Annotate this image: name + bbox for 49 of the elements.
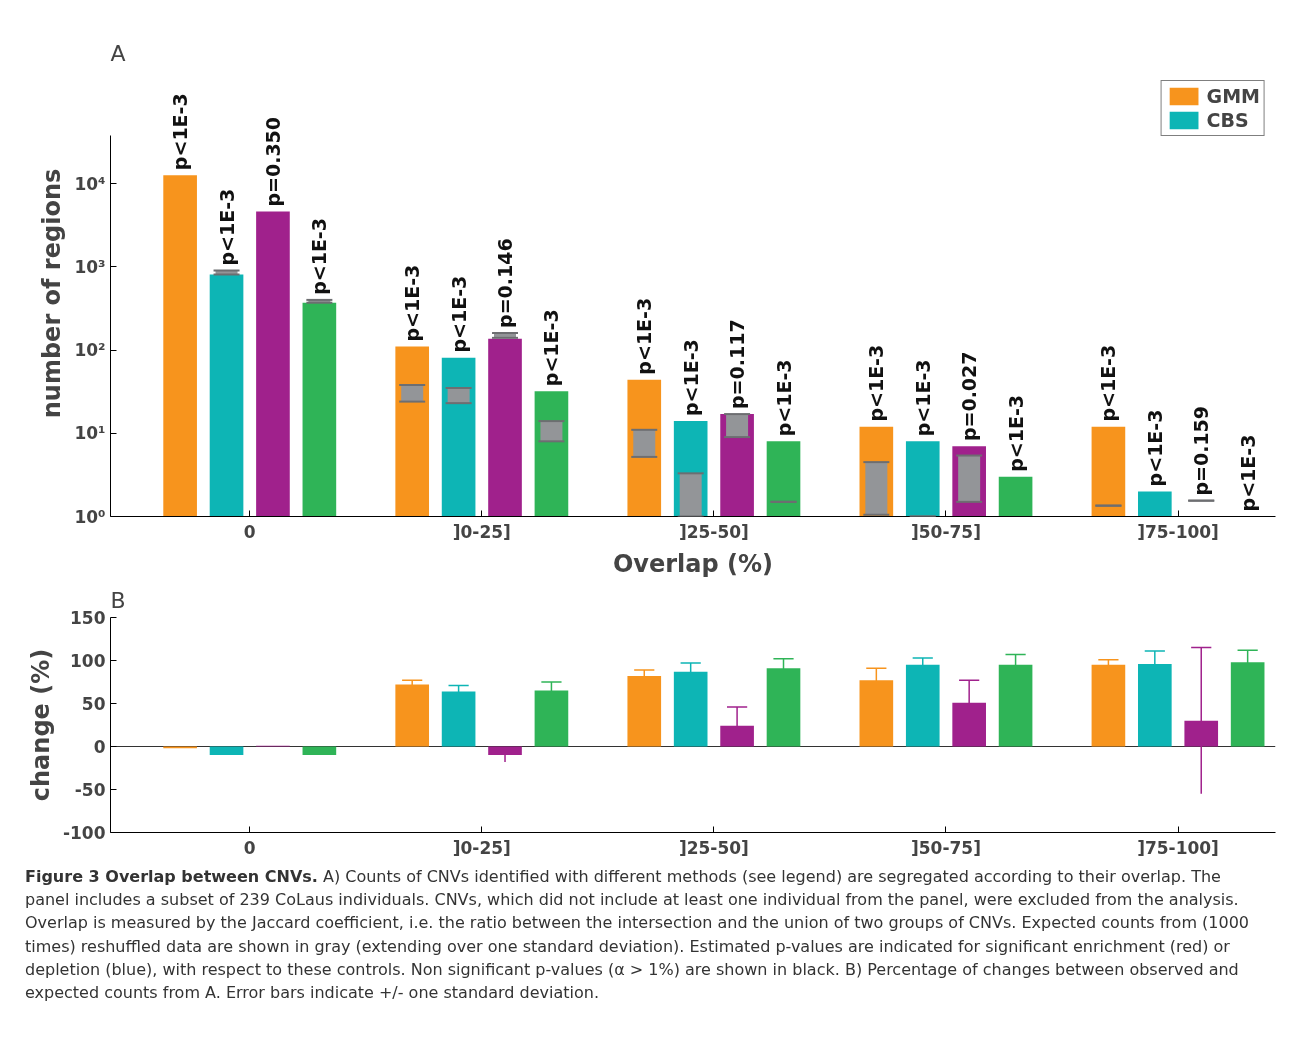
- y-tick-label: -100: [62, 823, 106, 843]
- y-tick-label: 50: [81, 694, 106, 714]
- y-tick-label: 10⁴: [74, 173, 106, 194]
- legend-label: GMM: [1206, 85, 1260, 107]
- y-tick-label: -50: [74, 780, 106, 800]
- chart-title: B: [110, 587, 126, 613]
- chart-title: A: [110, 40, 126, 66]
- y-tick-label: 10¹: [74, 423, 106, 444]
- y-axis-title: number of regions: [38, 168, 67, 419]
- caption: Figure 3 Overlap between CNVs.: [25, 867, 318, 886]
- annotation: p<1E-3: [1143, 409, 1166, 487]
- annotation: p<1E-3: [679, 339, 702, 417]
- annotation: p=0.027: [958, 351, 981, 442]
- y-tick-label: 10³: [74, 256, 106, 277]
- y-tick-label: 10⁰: [74, 506, 106, 527]
- legend-label: CBS: [1206, 109, 1249, 131]
- y-tick-label: 10²: [74, 340, 106, 361]
- x-tick-label: ]50-75]: [911, 521, 981, 542]
- annotation: p<1E-3: [1004, 394, 1027, 472]
- y-axis-title: change (%): [26, 648, 55, 802]
- annotation: p=0.350: [261, 116, 284, 207]
- annotation: p<1E-3: [1097, 344, 1120, 422]
- annotation: p<1E-3: [1236, 434, 1259, 512]
- annotation: p<1E-3: [169, 93, 192, 171]
- x-tick-label: 0: [243, 521, 256, 542]
- y-tick-label: 0: [93, 737, 106, 757]
- annotation: p=0.117: [726, 319, 749, 410]
- annotation: p<1E-3: [540, 309, 563, 387]
- annotation: p<1E-3: [865, 344, 888, 422]
- x-tick-label: ]25-50]: [678, 521, 749, 542]
- x-axis-title: Overlap (%): [612, 549, 774, 578]
- annotation: p<1E-3: [911, 359, 934, 437]
- annotation: p<1E-3: [215, 188, 238, 266]
- annotation: p=0.159: [1190, 405, 1213, 496]
- x-tick-label: ]75-100]: [1137, 521, 1219, 542]
- annotation: p=0.146: [494, 238, 517, 328]
- annotation: p<1E-3: [308, 218, 331, 295]
- x-tick-label: ]0-25]: [452, 521, 511, 542]
- x-tick-label: ]50-75]: [911, 837, 981, 858]
- x-tick-label: 0: [243, 837, 256, 858]
- x-tick-label: ]75-100]: [1137, 837, 1219, 858]
- annotation: p<1E-3: [633, 297, 656, 375]
- annotation: p<1E-3: [447, 275, 470, 353]
- y-tick-label: 150: [70, 608, 106, 628]
- y-tick-label: 100: [70, 651, 106, 671]
- x-tick-label: ]25-50]: [678, 837, 749, 858]
- annotation: p<1E-3: [772, 359, 795, 437]
- x-tick-label: ]0-25]: [452, 837, 511, 858]
- annotation: p<1E-3: [401, 264, 424, 342]
